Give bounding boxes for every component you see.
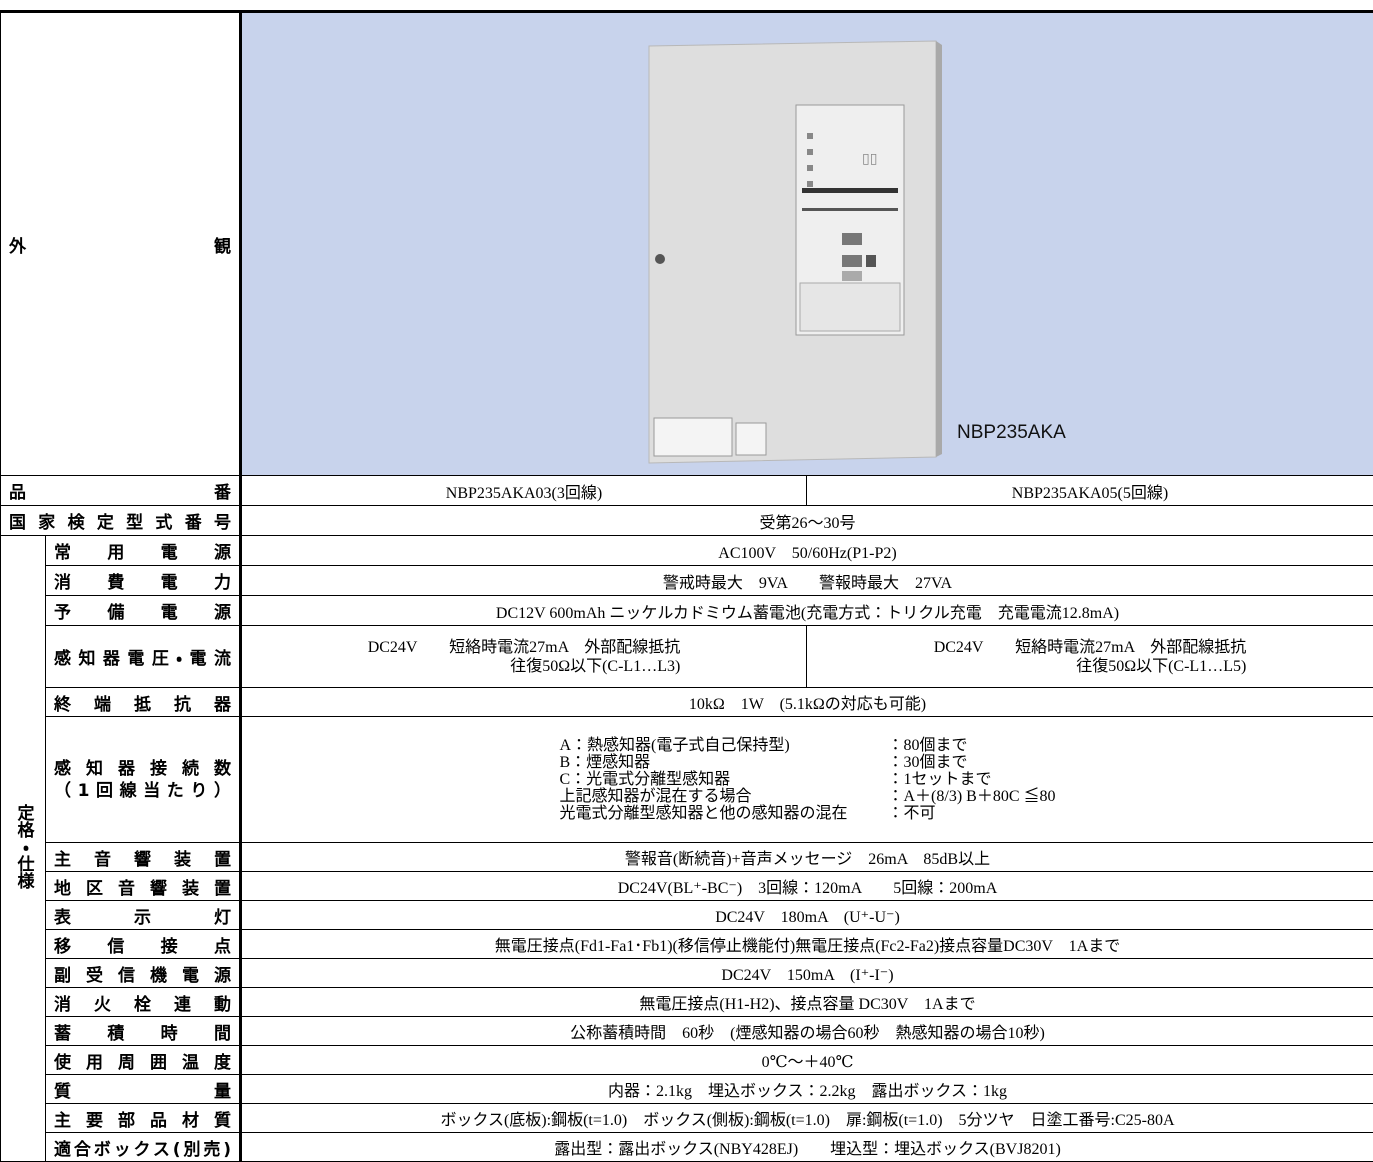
limit: ：1セットまで	[888, 771, 1056, 788]
cell: 0℃～＋40℃	[241, 1046, 1373, 1075]
label-line: （1回線当たり）	[54, 780, 231, 802]
row-label: 感知器接続数（1回線当たり）	[46, 717, 241, 843]
cell: DC24V 180mA (U⁺-U⁻)	[241, 901, 1373, 930]
row: 消費電力警戒時最大 9VA 警報時最大 27VA	[1, 566, 1373, 596]
cell-line: DC24V 短絡時電流27mA 外部配線抵抗	[934, 638, 1247, 657]
cell: DC24V 150mA (I⁺-I⁻)	[241, 959, 1373, 988]
svg-text:▯▯: ▯▯	[862, 151, 877, 167]
row: 消火栓連動無電圧接点(H1-H2)、接点容量 DC30V 1Aまで	[1, 988, 1373, 1017]
cell-block: DC24V 短絡時電流27mA 外部配線抵抗往復50Ω以下(C-L1…L3)	[368, 638, 681, 676]
cell: 受第26～30号	[241, 506, 1373, 536]
appearance-label: 外観	[1, 12, 241, 476]
cell: DC24V 短絡時電流27mA 外部配線抵抗往復50Ω以下(C-L1…L5)	[807, 626, 1373, 688]
row: 質量内器：2.1kg 埋込ボックス：2.2kg 露出ボックス：1kg	[1, 1075, 1373, 1104]
row: 主要部品材質ボックス(底板):鋼板(t=1.0) ボックス(側板):鋼板(t=1…	[1, 1104, 1373, 1133]
cell: AC100V 50/60Hz(P1-P2)	[241, 536, 1373, 566]
cell-line: 往復50Ω以下(C-L1…L5)	[934, 657, 1247, 676]
limit: ：A＋(8/3) B＋80C ≦80	[888, 788, 1056, 805]
row: 主音響装置警報音(断続音)+音声メッセージ 26mA 85dB以上	[1, 843, 1373, 872]
cell: 露出型：露出ボックス(NBY428EJ) 埋込型：埋込ボックス(BVJ8201)	[241, 1133, 1373, 1162]
appearance-image: ▯▯ NBP235AKA	[241, 12, 1373, 476]
cell: 警戒時最大 9VA 警報時最大 27VA	[241, 566, 1373, 596]
item: A：熱感知器(電子式自己保持型)	[559, 737, 847, 754]
cell: A：熱感知器(電子式自己保持型) ：80個まで B：煙感知器 ：30個まで C：光電式分…	[241, 717, 1373, 843]
row-label: 予備電源	[46, 596, 241, 626]
row: 適合ボックス(別売)露出型：露出ボックス(NBY428EJ) 埋込型：埋込ボック…	[1, 1133, 1373, 1162]
group-label-cell: 定格・仕様	[1, 536, 46, 1162]
row-label: 消火栓連動	[46, 988, 241, 1017]
row-label: 蓄積時間	[46, 1017, 241, 1046]
row-label: 消費電力	[46, 566, 241, 596]
limit: ：不可	[888, 805, 1056, 822]
cell: 無電圧接点(H1-H2)、接点容量 DC30V 1Aまで	[241, 988, 1373, 1017]
row-label: 終端抵抗器	[46, 688, 241, 717]
cell: DC24V(BL⁺-BC⁻) 3回線：120mA 5回線：200mA	[241, 872, 1373, 901]
limit: ：80個まで	[888, 737, 1056, 754]
item: B：煙感知器	[559, 754, 847, 771]
row-label: 国家検定型式番号	[1, 506, 241, 536]
model-caption: NBP235AKA	[957, 422, 1066, 443]
item: 上記感知器が混在する場合	[559, 788, 847, 805]
cell: 公称蓄積時間 60秒 (煙感知器の場合60秒 熱感知器の場合10秒)	[241, 1017, 1373, 1046]
item: 光電式分離型感知器と他の感知器の混在	[559, 805, 847, 822]
row-label: 地区音響装置	[46, 872, 241, 901]
cell: DC12V 600mAh ニッケルカドミウム蓄電池(充電方式：トリクル充電 充電…	[241, 596, 1373, 626]
row-label: 主要部品材質	[46, 1104, 241, 1133]
row: 移信接点無電圧接点(Fd1-Fa1･Fb1)(移信停止機能付)無電圧接点(Fc2…	[1, 930, 1373, 959]
group-label: 定格・仕様	[15, 804, 32, 889]
cell: NBP235AKA03(3回線)	[241, 476, 807, 506]
cell-line: DC24V 短絡時電流27mA 外部配線抵抗	[368, 638, 681, 657]
label-line: 感知器接続数	[54, 758, 231, 780]
row-label: 移信接点	[46, 930, 241, 959]
cell-lines: A：熱感知器(電子式自己保持型) ：80個まで B：煙感知器 ：30個まで C：光電式分…	[559, 737, 1055, 822]
cell: 10kΩ 1W (5.1kΩの対応も可能)	[241, 688, 1373, 717]
row-label: 表示灯	[46, 901, 241, 930]
cell: DC24V 短絡時電流27mA 外部配線抵抗往復50Ω以下(C-L1…L3)	[241, 626, 807, 688]
cell: 内器：2.1kg 埋込ボックス：2.2kg 露出ボックス：1kg	[241, 1075, 1373, 1104]
cell: 警報音(断続音)+音声メッセージ 26mA 85dB以上	[241, 843, 1373, 872]
row: 蓄積時間公称蓄積時間 60秒 (煙感知器の場合60秒 熱感知器の場合10秒)	[1, 1017, 1373, 1046]
cell-line: 往復50Ω以下(C-L1…L3)	[368, 657, 681, 676]
product-photo: ▯▯ NBP235AKA	[242, 13, 1372, 475]
row: 国家検定型式番号受第26～30号	[1, 506, 1373, 536]
row-label: 適合ボックス(別売)	[46, 1133, 241, 1162]
item: C：光電式分離型感知器	[559, 771, 847, 788]
row-label: 主音響装置	[46, 843, 241, 872]
cell: 無電圧接点(Fd1-Fa1･Fb1)(移信停止機能付)無電圧接点(Fc2-Fa2…	[241, 930, 1373, 959]
row-label: 常用電源	[46, 536, 241, 566]
row-label: 品番	[1, 476, 241, 506]
row-label: 副受信機電源	[46, 959, 241, 988]
cell-block: DC24V 短絡時電流27mA 外部配線抵抗往復50Ω以下(C-L1…L5)	[934, 638, 1247, 676]
limit: ：30個まで	[888, 754, 1056, 771]
cell: ボックス(底板):鋼板(t=1.0) ボックス(側板):鋼板(t=1.0) 扉:…	[241, 1104, 1373, 1133]
row: 感知器接続数（1回線当たり） A：熱感知器(電子式自己保持型) ：80個まで B：煙感…	[1, 717, 1373, 843]
row-label: 使用周囲温度	[46, 1046, 241, 1075]
row-label: 質量	[46, 1075, 241, 1104]
row-label: 感知器電圧・電流	[46, 626, 241, 688]
cell: NBP235AKA05(5回線)	[807, 476, 1373, 506]
